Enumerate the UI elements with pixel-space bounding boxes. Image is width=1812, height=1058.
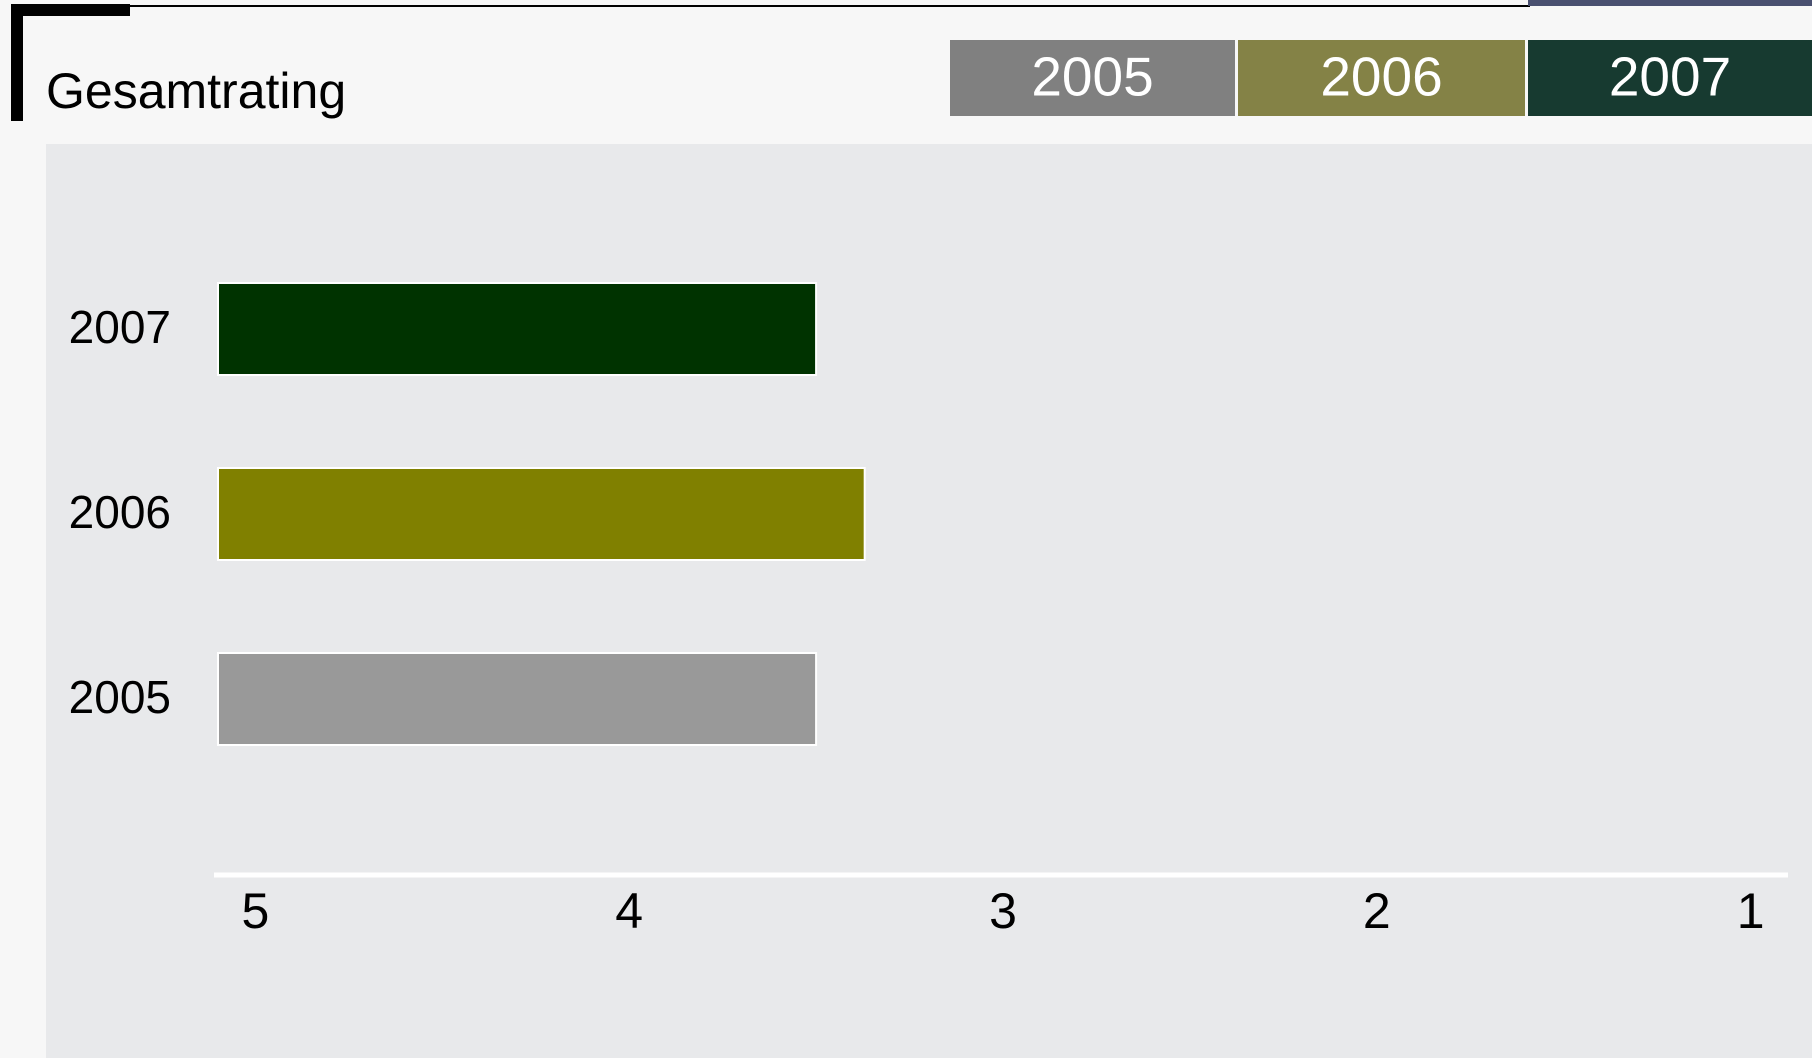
legend-label[interactable]: 2006 — [1320, 46, 1442, 108]
bar — [218, 653, 816, 745]
header-image — [1528, 0, 1812, 6]
y-tick-label: 2006 — [69, 486, 171, 538]
x-tick-label: 4 — [615, 883, 643, 939]
bar — [218, 283, 816, 375]
page: {"chart_data": {"type": "bar", "orientat… — [0, 0, 1812, 1058]
chart-title: Gesamtrating — [46, 63, 346, 119]
x-tick-label: 3 — [989, 883, 1017, 939]
x-tick-label: 5 — [241, 883, 269, 939]
y-tick-label: 2007 — [69, 301, 171, 353]
bar — [218, 468, 865, 560]
x-tick-label: 2 — [1363, 883, 1391, 939]
legend-label[interactable]: 2007 — [1609, 46, 1731, 108]
x-tick-label: 1 — [1737, 883, 1765, 939]
y-tick-label: 2005 — [69, 671, 171, 723]
plot-panel — [46, 144, 1812, 1058]
legend-label[interactable]: 2005 — [1031, 46, 1153, 108]
chart: Gesamtrating 2005 2006 2007 5 4 3 2 1 2005 2006 20… — [0, 0, 1812, 1058]
